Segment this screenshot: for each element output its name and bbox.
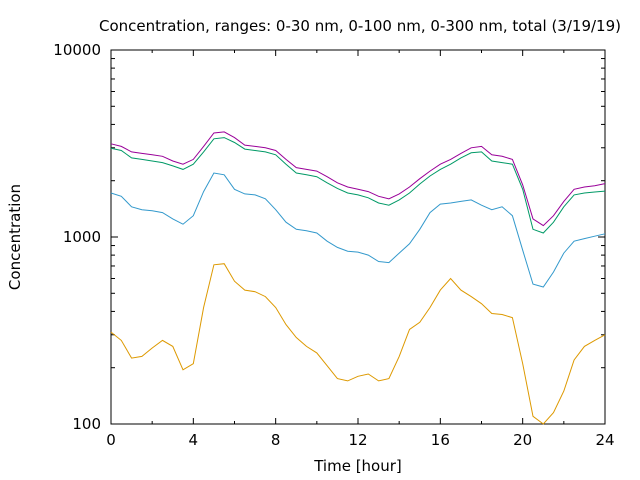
x-tick-label: 24 [595, 431, 614, 449]
y-axis-ticks: 100 1000 10000 [53, 41, 605, 433]
x-tick-label: 4 [189, 431, 199, 449]
x-axis-ticks: 0 4 8 12 16 20 24 [106, 50, 615, 449]
series-group [110, 131, 606, 425]
y-axis-label: Concentration [6, 184, 24, 290]
x-axis-label: Time [hour] [313, 457, 402, 475]
y-tick-label: 100 [72, 415, 101, 433]
x-tick-label: 20 [513, 431, 532, 449]
plot-area-frame [110, 49, 606, 425]
x-tick-label: 12 [348, 431, 367, 449]
x-tick-label: 8 [271, 431, 281, 449]
series-line-1 [110, 131, 606, 227]
chart-title: Concentration, ranges: 0-30 nm, 0-100 nm… [99, 17, 621, 35]
y-tick-label: 10000 [53, 41, 101, 59]
x-tick-label: 16 [431, 431, 450, 449]
y-tick-label: 1000 [63, 228, 101, 246]
series-line-3 [110, 172, 606, 288]
series-line-2 [110, 137, 606, 234]
series-line-4 [110, 263, 606, 425]
x-tick-label: 0 [106, 431, 116, 449]
